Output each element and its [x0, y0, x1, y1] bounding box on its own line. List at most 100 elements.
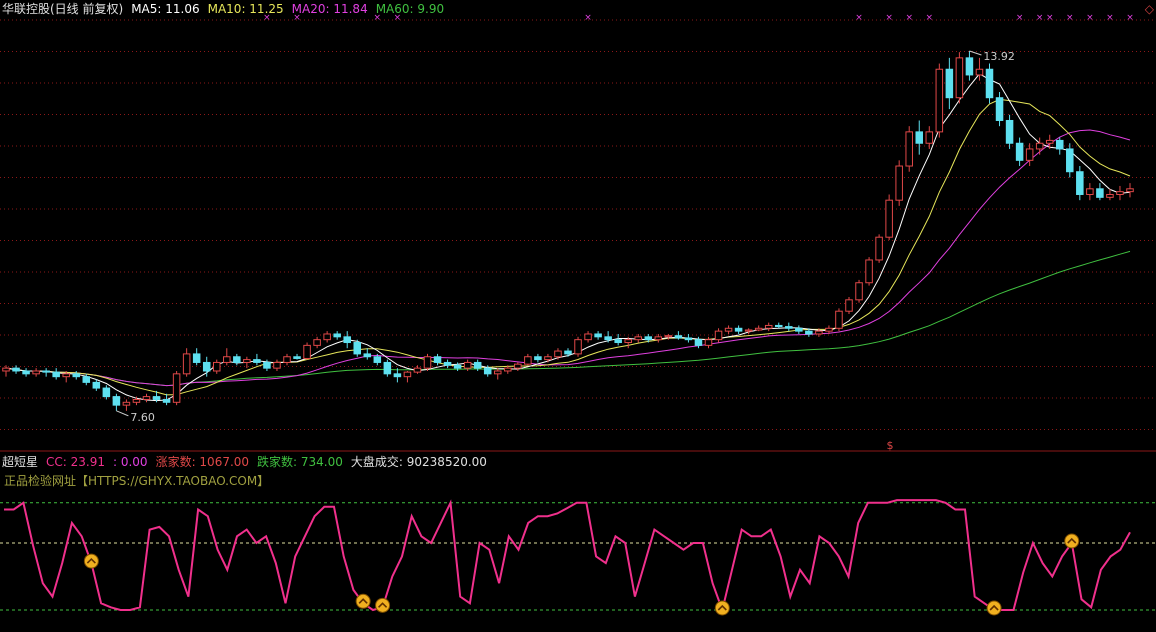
candle-body	[1066, 148, 1074, 173]
low-label: 7.60	[130, 411, 155, 424]
indicator-header: 超短星 CC: 23.91: 0.00 涨家数: 1067.00 跌家数: 734.0…	[2, 455, 495, 469]
candle-body	[383, 361, 392, 375]
candle-body	[905, 131, 913, 167]
candle-body	[544, 356, 552, 361]
candle-body	[855, 282, 863, 301]
candle-body	[293, 356, 301, 359]
up-arrow-circle-icon	[714, 600, 730, 616]
candle-body	[574, 339, 582, 355]
candle-body	[1116, 191, 1124, 195]
high-label: 13.92	[983, 50, 1015, 63]
candle-body	[644, 336, 653, 341]
candle-body	[423, 356, 432, 369]
candle-body	[32, 370, 40, 375]
candle-body	[263, 361, 271, 369]
up-arrow-circle-icon	[1064, 533, 1080, 549]
candle-body	[524, 356, 532, 365]
ma20-line	[5, 129, 1131, 387]
candle-body	[634, 336, 643, 341]
top-mark: ×	[584, 13, 592, 23]
candle-body	[885, 199, 893, 238]
candle-body	[985, 68, 994, 99]
candle-body	[393, 373, 402, 378]
candle-body	[815, 330, 823, 335]
up-arrow-circle-icon	[986, 600, 1002, 616]
candle-body	[694, 339, 703, 346]
candle-body	[654, 336, 663, 341]
candle-body	[795, 327, 803, 332]
candle-body	[664, 335, 673, 338]
candle-body	[303, 344, 311, 359]
candle-body	[162, 398, 171, 403]
candle-body	[504, 367, 512, 372]
candle-body	[353, 342, 362, 355]
up-arrow-circle-icon	[83, 553, 99, 569]
top-mark: ×	[293, 13, 301, 23]
candle-body	[102, 387, 111, 398]
diamond-icon[interactable]: ◇	[1144, 2, 1154, 16]
candle-body	[122, 401, 131, 406]
zero-label: : 0.00	[112, 455, 148, 469]
top-mark: ×	[905, 13, 913, 23]
candle-body	[473, 361, 482, 369]
candle-body	[975, 68, 984, 76]
candle-body	[333, 333, 341, 338]
candle-body	[182, 353, 191, 375]
candle-body	[895, 165, 903, 201]
top-mark: ×	[1086, 13, 1094, 23]
candle-body	[915, 131, 924, 144]
buy-signal-icons	[83, 533, 1080, 616]
candle-body	[1086, 188, 1094, 195]
candle-body	[363, 353, 372, 358]
ma10-label: MA10: 11.25	[207, 2, 284, 16]
candle-body	[212, 361, 221, 372]
top-mark: ×	[1126, 13, 1134, 23]
candle-body	[935, 68, 944, 133]
candle-body	[1015, 142, 1024, 161]
candle-body	[2, 367, 10, 372]
candle-body	[1035, 142, 1044, 150]
cc-line	[4, 499, 1131, 614]
candle-body	[313, 339, 321, 346]
candle-body	[624, 339, 632, 344]
top-mark: ×	[394, 13, 402, 23]
candle-body	[754, 327, 763, 331]
up-arrow-chevron	[989, 604, 999, 611]
main-panel-grid	[0, 19, 1156, 430]
top-mark: ×	[1046, 13, 1054, 23]
candle-body	[453, 364, 462, 369]
down-count-label: 跌家数: 734.00	[257, 455, 343, 469]
candle-body	[554, 350, 562, 358]
candle-body	[42, 370, 50, 373]
candle-body	[92, 381, 101, 389]
candle-body	[152, 396, 161, 400]
candle-body	[223, 356, 231, 363]
candle-body	[805, 330, 813, 335]
up-arrow-chevron	[86, 557, 96, 564]
candle-body	[965, 57, 974, 76]
up-arrow-chevron	[717, 604, 727, 611]
candle-body	[674, 335, 683, 339]
candle-body	[774, 324, 783, 328]
candle-body	[323, 333, 331, 341]
price-annotations: 13.92 7.60 $	[116, 50, 1015, 452]
candlestick-series	[2, 51, 1134, 411]
candle-body	[684, 337, 693, 341]
candle-body	[955, 57, 964, 99]
cc-label: CC: 23.91	[46, 455, 105, 469]
up-count-label: 涨家数: 1067.00	[155, 455, 250, 469]
top-mark: ×	[263, 13, 271, 23]
low-pointer	[116, 410, 129, 417]
candle-body	[22, 370, 30, 375]
candle-body	[714, 330, 723, 341]
ma20-label: MA20: 11.84	[291, 2, 368, 16]
up-arrow-circle-icon	[375, 597, 391, 613]
candle-body	[463, 361, 472, 369]
candle-body	[875, 236, 883, 261]
candle-body	[132, 398, 141, 403]
up-arrow-chevron	[378, 602, 388, 608]
top-mark: ×	[1016, 13, 1024, 23]
candle-body	[172, 373, 181, 403]
candle-body	[142, 396, 151, 400]
